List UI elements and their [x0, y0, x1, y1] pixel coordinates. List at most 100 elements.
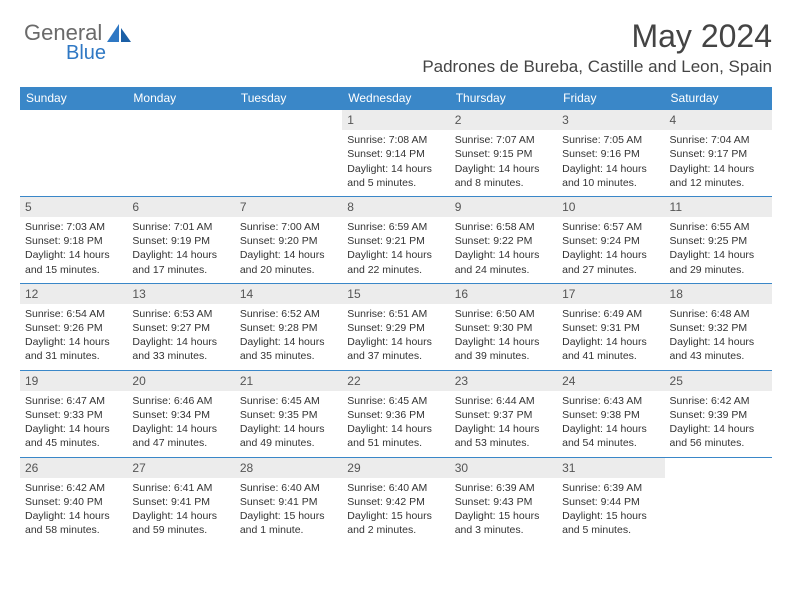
week-row: 26Sunrise: 6:42 AMSunset: 9:40 PMDayligh…: [20, 457, 772, 543]
day-detail: Daylight: 14 hours: [670, 248, 767, 262]
logo: General Blue: [24, 20, 132, 46]
day-detail: Sunrise: 6:41 AM: [132, 481, 229, 495]
day-number: 4: [665, 110, 772, 130]
day-detail: and 29 minutes.: [670, 263, 767, 277]
day-detail: Sunrise: 6:50 AM: [455, 307, 552, 321]
day-detail: and 1 minute.: [240, 523, 337, 537]
day-detail: Sunset: 9:31 PM: [562, 321, 659, 335]
day-detail: Sunrise: 7:00 AM: [240, 220, 337, 234]
day-number: 29: [342, 458, 449, 478]
week-row: 12Sunrise: 6:54 AMSunset: 9:26 PMDayligh…: [20, 283, 772, 370]
day-detail: and 24 minutes.: [455, 263, 552, 277]
day-number: 3: [557, 110, 664, 130]
day-detail: Sunset: 9:19 PM: [132, 234, 229, 248]
day-detail: Daylight: 14 hours: [670, 335, 767, 349]
day-detail: Sunrise: 6:42 AM: [25, 481, 122, 495]
logo-sail-icon: [106, 22, 132, 44]
day-detail: Sunset: 9:36 PM: [347, 408, 444, 422]
day-detail: Sunset: 9:26 PM: [25, 321, 122, 335]
day-detail: Sunrise: 6:44 AM: [455, 394, 552, 408]
day-number: 10: [557, 197, 664, 217]
day-detail: Daylight: 14 hours: [25, 422, 122, 436]
day-detail: Sunrise: 7:04 AM: [670, 133, 767, 147]
day-number: 22: [342, 371, 449, 391]
day-detail: Sunrise: 6:39 AM: [455, 481, 552, 495]
day-detail: Sunset: 9:40 PM: [25, 495, 122, 509]
day-detail: Sunset: 9:41 PM: [132, 495, 229, 509]
day-detail: Sunrise: 6:45 AM: [347, 394, 444, 408]
day-detail: Sunset: 9:22 PM: [455, 234, 552, 248]
day-detail: Sunset: 9:37 PM: [455, 408, 552, 422]
day-detail: Sunset: 9:43 PM: [455, 495, 552, 509]
day-cell: 20Sunrise: 6:46 AMSunset: 9:34 PMDayligh…: [127, 370, 234, 457]
day-detail: Daylight: 14 hours: [455, 335, 552, 349]
day-header: Monday: [127, 87, 234, 110]
week-row: 5Sunrise: 7:03 AMSunset: 9:18 PMDaylight…: [20, 196, 772, 283]
logo-text-2: Blue: [66, 42, 106, 65]
day-cell: 14Sunrise: 6:52 AMSunset: 9:28 PMDayligh…: [235, 283, 342, 370]
day-detail: Sunrise: 6:48 AM: [670, 307, 767, 321]
day-detail: Daylight: 15 hours: [240, 509, 337, 523]
day-cell: [127, 110, 234, 197]
day-number: 30: [450, 458, 557, 478]
day-number: 25: [665, 371, 772, 391]
day-cell: 13Sunrise: 6:53 AMSunset: 9:27 PMDayligh…: [127, 283, 234, 370]
day-detail: Sunset: 9:24 PM: [562, 234, 659, 248]
day-detail: Sunrise: 7:07 AM: [455, 133, 552, 147]
day-cell: 28Sunrise: 6:40 AMSunset: 9:41 PMDayligh…: [235, 457, 342, 543]
day-detail: and 5 minutes.: [562, 523, 659, 537]
day-cell: 27Sunrise: 6:41 AMSunset: 9:41 PMDayligh…: [127, 457, 234, 543]
day-detail: Daylight: 14 hours: [455, 422, 552, 436]
day-detail: and 22 minutes.: [347, 263, 444, 277]
day-detail: and 17 minutes.: [132, 263, 229, 277]
day-detail: Sunset: 9:17 PM: [670, 147, 767, 161]
day-detail: Daylight: 14 hours: [25, 335, 122, 349]
day-detail: and 59 minutes.: [132, 523, 229, 537]
day-detail: Sunrise: 6:57 AM: [562, 220, 659, 234]
day-cell: 31Sunrise: 6:39 AMSunset: 9:44 PMDayligh…: [557, 457, 664, 543]
day-cell: 18Sunrise: 6:48 AMSunset: 9:32 PMDayligh…: [665, 283, 772, 370]
day-detail: Sunset: 9:25 PM: [670, 234, 767, 248]
day-detail: and 37 minutes.: [347, 349, 444, 363]
day-detail: and 58 minutes.: [25, 523, 122, 537]
day-detail: Sunset: 9:41 PM: [240, 495, 337, 509]
day-cell: 9Sunrise: 6:58 AMSunset: 9:22 PMDaylight…: [450, 196, 557, 283]
day-detail: and 54 minutes.: [562, 436, 659, 450]
day-number: 16: [450, 284, 557, 304]
day-number: 7: [235, 197, 342, 217]
day-detail: Daylight: 14 hours: [240, 248, 337, 262]
week-row: 19Sunrise: 6:47 AMSunset: 9:33 PMDayligh…: [20, 370, 772, 457]
day-header-row: SundayMondayTuesdayWednesdayThursdayFrid…: [20, 87, 772, 110]
day-detail: Daylight: 14 hours: [25, 509, 122, 523]
day-detail: Daylight: 14 hours: [562, 422, 659, 436]
day-detail: and 12 minutes.: [670, 176, 767, 190]
day-detail: Sunrise: 6:55 AM: [670, 220, 767, 234]
day-detail: Sunrise: 7:03 AM: [25, 220, 122, 234]
header: May 2024 Padrones de Bureba, Castille an…: [20, 18, 772, 77]
day-number: 27: [127, 458, 234, 478]
day-detail: Daylight: 14 hours: [240, 422, 337, 436]
day-cell: 12Sunrise: 6:54 AMSunset: 9:26 PMDayligh…: [20, 283, 127, 370]
day-detail: and 27 minutes.: [562, 263, 659, 277]
day-detail: and 45 minutes.: [25, 436, 122, 450]
day-detail: and 35 minutes.: [240, 349, 337, 363]
day-detail: Sunset: 9:29 PM: [347, 321, 444, 335]
day-detail: Sunset: 9:44 PM: [562, 495, 659, 509]
day-detail: and 47 minutes.: [132, 436, 229, 450]
day-detail: Daylight: 15 hours: [347, 509, 444, 523]
day-detail: Sunrise: 6:47 AM: [25, 394, 122, 408]
day-number: 8: [342, 197, 449, 217]
week-row: 1Sunrise: 7:08 AMSunset: 9:14 PMDaylight…: [20, 110, 772, 197]
day-cell: 11Sunrise: 6:55 AMSunset: 9:25 PMDayligh…: [665, 196, 772, 283]
day-detail: Sunrise: 6:40 AM: [347, 481, 444, 495]
day-cell: 15Sunrise: 6:51 AMSunset: 9:29 PMDayligh…: [342, 283, 449, 370]
day-detail: and 49 minutes.: [240, 436, 337, 450]
day-number: 28: [235, 458, 342, 478]
day-detail: Daylight: 14 hours: [132, 335, 229, 349]
day-detail: Sunrise: 6:51 AM: [347, 307, 444, 321]
day-number: 5: [20, 197, 127, 217]
day-detail: Sunrise: 6:54 AM: [25, 307, 122, 321]
day-cell: [20, 110, 127, 197]
day-detail: Sunset: 9:33 PM: [25, 408, 122, 422]
day-cell: 25Sunrise: 6:42 AMSunset: 9:39 PMDayligh…: [665, 370, 772, 457]
